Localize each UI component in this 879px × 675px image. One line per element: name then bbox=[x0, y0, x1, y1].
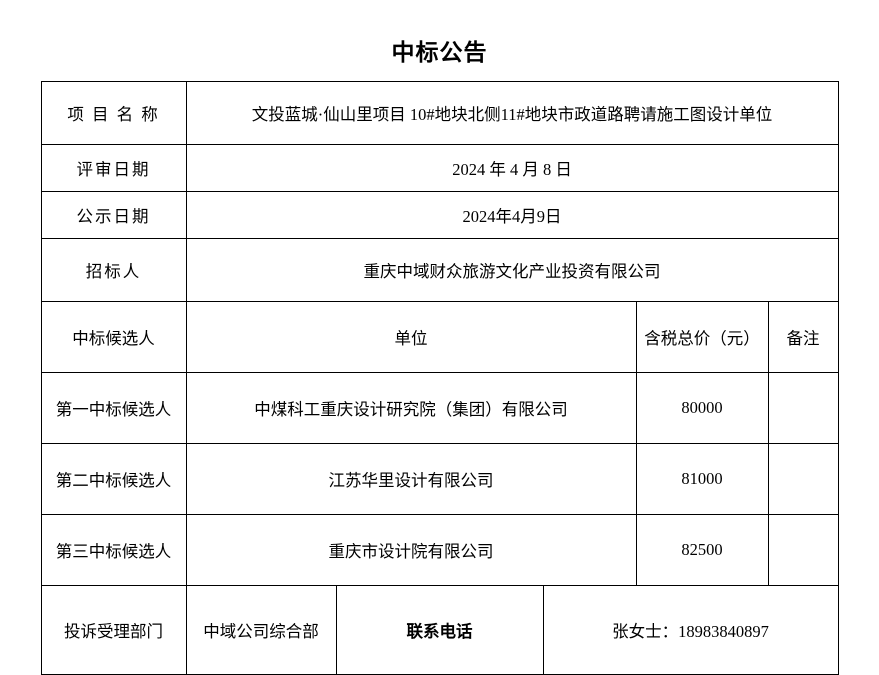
candidate-price: 82500 bbox=[635, 514, 769, 586]
table-row-review-date: 评审日期 2024 年 4 月 8 日 bbox=[40, 144, 839, 192]
candidate-unit: 重庆市设计院有限公司 bbox=[185, 514, 637, 586]
candidate-unit: 江苏华里设计有限公司 bbox=[185, 443, 637, 515]
column-header-unit: 单位 bbox=[185, 301, 637, 373]
candidate-unit: 中煤科工重庆设计研究院（集团）有限公司 bbox=[185, 372, 637, 444]
review-date-label: 评审日期 bbox=[40, 144, 187, 192]
page-title: 中标公告 bbox=[391, 40, 488, 65]
candidate-price: 81000 bbox=[635, 443, 769, 515]
table-row-header: 中标候选人 单位 含税总价（元） 备注 bbox=[40, 301, 839, 373]
candidate-remark bbox=[767, 372, 839, 444]
column-header-remark: 备注 bbox=[767, 301, 839, 373]
candidate-rank: 第二中标候选人 bbox=[40, 443, 187, 515]
complaint-label: 投诉受理部门 bbox=[40, 585, 187, 675]
complaint-department: 中域公司综合部 bbox=[185, 585, 337, 675]
table-row: 第二中标候选人 江苏华里设计有限公司 81000 bbox=[40, 443, 839, 515]
candidate-remark bbox=[767, 514, 839, 586]
table-row: 第一中标候选人 中煤科工重庆设计研究院（集团）有限公司 80000 bbox=[40, 372, 839, 444]
table-row-publish-date: 公示日期 2024年4月9日 bbox=[40, 191, 839, 239]
document-page: 中标公告 项 目 名 称 文投蓝城·仙山里项目 10#地块北侧11#地块市政道路… bbox=[40, 40, 839, 675]
table-row-tenderee: 招标人 重庆中域财众旅游文化产业投资有限公司 bbox=[40, 238, 839, 302]
candidate-price: 80000 bbox=[635, 372, 769, 444]
column-header-price: 含税总价（元） bbox=[635, 301, 769, 373]
publish-date-label: 公示日期 bbox=[40, 191, 187, 239]
candidate-remark bbox=[767, 443, 839, 515]
bid-result-table: 项 目 名 称 文投蓝城·仙山里项目 10#地块北侧11#地块市政道路聘请施工图… bbox=[40, 81, 839, 675]
table-row-complaint: 投诉受理部门 中域公司综合部 联系电话 张女士：18983840897 bbox=[40, 585, 839, 675]
table-row: 第三中标候选人 重庆市设计院有限公司 82500 bbox=[40, 514, 839, 586]
tenderee-label: 招标人 bbox=[40, 238, 187, 302]
project-name-value: 文投蓝城·仙山里项目 10#地块北侧11#地块市政道路聘请施工图设计单位 bbox=[185, 81, 839, 145]
candidate-rank: 第一中标候选人 bbox=[40, 372, 187, 444]
complaint-phone-value: 张女士：18983840897 bbox=[542, 585, 839, 675]
project-name-label: 项 目 名 称 bbox=[40, 81, 187, 145]
complaint-phone-label: 联系电话 bbox=[335, 585, 544, 675]
column-header-candidate: 中标候选人 bbox=[40, 301, 187, 373]
tenderee-value: 重庆中域财众旅游文化产业投资有限公司 bbox=[185, 238, 839, 302]
table-row-project: 项 目 名 称 文投蓝城·仙山里项目 10#地块北侧11#地块市政道路聘请施工图… bbox=[40, 81, 839, 145]
review-date-value: 2024 年 4 月 8 日 bbox=[185, 144, 839, 192]
publish-date-value: 2024年4月9日 bbox=[185, 191, 839, 239]
candidate-rank: 第三中标候选人 bbox=[40, 514, 187, 586]
